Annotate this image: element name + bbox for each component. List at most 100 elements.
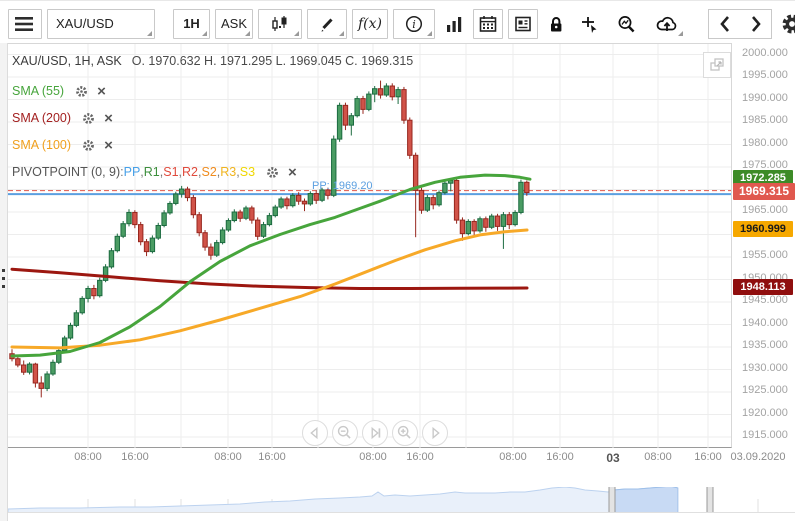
time-label: 03 bbox=[606, 451, 620, 465]
price-axis[interactable]: 2000.000 1995.000 1990.000 1985.000 1980.000… bbox=[732, 43, 795, 448]
time-label: 08:00 bbox=[499, 451, 527, 463]
pivot-level-label: R2 bbox=[182, 165, 199, 179]
draw-tools-button[interactable] bbox=[307, 8, 347, 39]
time-label: 16:00 bbox=[258, 451, 286, 463]
legend-row: SMA (100) × bbox=[12, 136, 297, 155]
volume-bars-icon bbox=[447, 16, 462, 32]
news-button[interactable] bbox=[508, 8, 538, 39]
remove-indicator-icon[interactable]: × bbox=[288, 163, 297, 181]
price-badge-sma200-value: 1948.113 bbox=[733, 278, 793, 295]
info-button[interactable]: i bbox=[393, 8, 435, 39]
zoom-in-button[interactable] bbox=[392, 420, 418, 446]
price-tick: 1925.000 bbox=[742, 384, 788, 396]
time-label: 08:00 bbox=[359, 451, 387, 463]
jump-to-end-icon bbox=[371, 426, 381, 440]
gear-icon bbox=[782, 14, 795, 33]
zoom-out-button[interactable] bbox=[332, 420, 358, 446]
news-icon bbox=[515, 16, 531, 31]
settings-button[interactable] bbox=[777, 8, 795, 39]
navigator-handle[interactable] bbox=[706, 487, 714, 513]
price-tick: 1935.000 bbox=[742, 339, 788, 351]
expand-icon bbox=[710, 58, 724, 71]
save-chart-button[interactable] bbox=[648, 8, 686, 39]
history-nav-group bbox=[708, 8, 772, 39]
time-label: 03.09.2020 bbox=[730, 451, 786, 463]
zoom-in-icon bbox=[397, 425, 411, 439]
indicator-settings-gear-icon[interactable] bbox=[265, 165, 280, 180]
toolbar: XAU/USD 1H ASK f(x) i bbox=[8, 8, 795, 39]
symbol-select[interactable]: XAU/USD bbox=[47, 8, 155, 39]
remove-indicator-icon[interactable]: × bbox=[97, 82, 106, 100]
chart-type-button[interactable] bbox=[258, 8, 302, 39]
volume-button[interactable] bbox=[440, 8, 468, 39]
expand-chart-button[interactable] bbox=[703, 52, 731, 78]
indicator-settings-gear-icon[interactable] bbox=[81, 111, 96, 126]
indicator-settings-gear-icon[interactable] bbox=[74, 84, 89, 99]
time-label: 16:00 bbox=[406, 451, 434, 463]
lock-button[interactable] bbox=[543, 8, 569, 39]
back-button[interactable] bbox=[709, 9, 740, 38]
legend-row: SMA (200) × bbox=[12, 109, 297, 128]
timeframe-label: 1H bbox=[183, 16, 200, 31]
time-label: 08:00 bbox=[214, 451, 242, 463]
instrument-label: XAU/USD, 1H, ASK bbox=[12, 54, 122, 68]
timeframe-select[interactable]: 1H bbox=[173, 8, 210, 39]
forward-button[interactable] bbox=[740, 9, 771, 38]
indicator-settings-gear-icon[interactable] bbox=[81, 138, 96, 153]
left-panel-resize-rail[interactable] bbox=[0, 43, 8, 521]
lock-icon bbox=[551, 16, 562, 31]
hamburger-icon bbox=[15, 16, 33, 31]
indicator-legend: SMA (55) × SMA (200) × SMA (100) × PIVOTPOINT … bbox=[12, 82, 297, 190]
time-label: 08:00 bbox=[644, 451, 672, 463]
price-tick: 2000.000 bbox=[742, 46, 788, 59]
pivot-level-label: S2 bbox=[201, 165, 217, 179]
price-tick: 1985.000 bbox=[742, 114, 788, 126]
pivot-level-label: R1 bbox=[143, 165, 160, 179]
zoom-mode-button[interactable] bbox=[609, 8, 643, 39]
navigator-handle[interactable] bbox=[608, 487, 616, 513]
drag-handle-dot bbox=[2, 269, 5, 272]
calendar-icon bbox=[479, 15, 497, 32]
candlestick-chart-icon bbox=[272, 15, 287, 31]
indicator-label: PIVOTPOINT (0, 9) bbox=[12, 165, 121, 179]
price-tick: 1975.000 bbox=[742, 159, 788, 171]
price-tick: 1940.000 bbox=[742, 316, 788, 329]
candlestick-plot[interactable] bbox=[8, 44, 731, 448]
indicators-button[interactable]: f(x) bbox=[352, 8, 388, 39]
indicator-label: SMA (200) bbox=[12, 111, 72, 125]
chevron-right-icon bbox=[751, 15, 761, 32]
time-label: 08:00 bbox=[74, 451, 102, 463]
scroll-right-button[interactable] bbox=[422, 420, 448, 446]
fx-icon: f(x) bbox=[357, 15, 382, 32]
pivot-level-label: S3 bbox=[239, 165, 256, 179]
price-tick: 1920.000 bbox=[742, 406, 788, 419]
zoom-out-icon bbox=[337, 425, 351, 439]
price-tick: 1945.000 bbox=[742, 294, 788, 306]
magnifier-chart-icon bbox=[618, 15, 635, 32]
svg-text:i: i bbox=[412, 18, 416, 31]
remove-indicator-icon[interactable]: × bbox=[104, 109, 113, 127]
jump-to-end-button[interactable] bbox=[362, 420, 388, 446]
price-badge-sma55-value: 1972.285 bbox=[733, 170, 793, 187]
cloud-upload-icon bbox=[656, 16, 677, 31]
crosshair-button[interactable] bbox=[574, 8, 604, 39]
time-label: 16:00 bbox=[121, 451, 149, 463]
navigator[interactable] bbox=[8, 487, 795, 513]
price-badge-sma100-value: 1960.999 bbox=[733, 221, 793, 237]
symbol-label: XAU/USD bbox=[56, 16, 114, 31]
price-type-select[interactable]: ASK bbox=[215, 8, 253, 39]
menu-button[interactable] bbox=[8, 8, 42, 39]
price-tick: 1965.000 bbox=[742, 204, 788, 216]
time-axis[interactable]: 08:00 16:00 08:00 16:00 08:00 16:00 08:00 16:00… bbox=[0, 448, 795, 468]
legend-row: PIVOTPOINT (0, 9) : PP, R1, S1, R2, S2, … bbox=[12, 163, 297, 181]
price-tick: 1990.000 bbox=[742, 91, 788, 104]
crosshair-icon bbox=[582, 16, 597, 33]
price-tick: 1995.000 bbox=[742, 69, 788, 81]
scroll-right-icon bbox=[432, 426, 440, 440]
price-tick: 1955.000 bbox=[742, 249, 788, 261]
calendar-button[interactable] bbox=[473, 8, 503, 39]
scroll-left-button[interactable] bbox=[302, 420, 328, 446]
time-label: 16:00 bbox=[694, 451, 722, 463]
remove-indicator-icon[interactable]: × bbox=[104, 136, 113, 154]
